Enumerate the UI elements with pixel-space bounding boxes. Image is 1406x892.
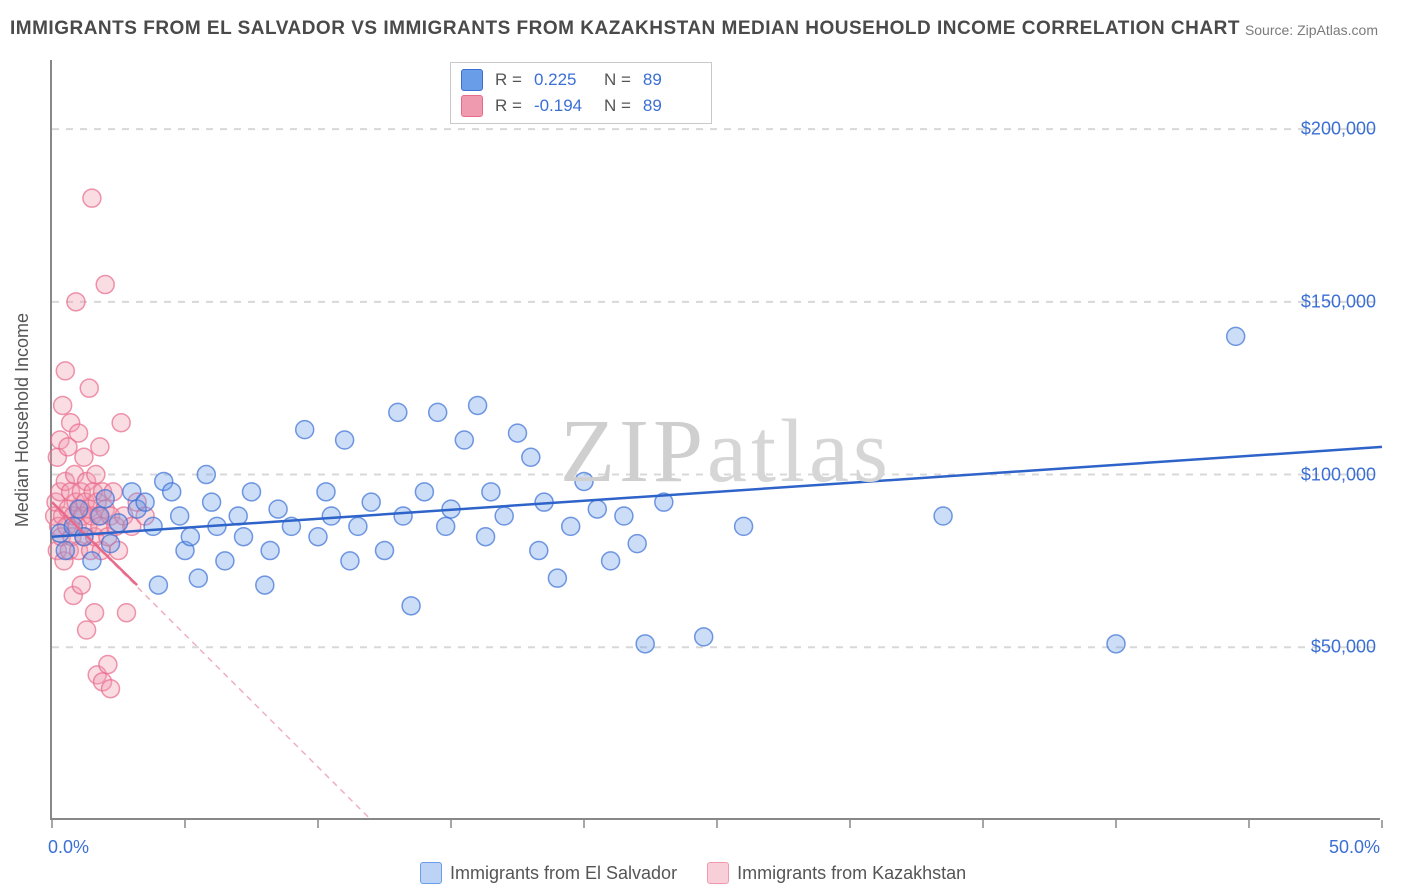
y-axis-label: Median Household Income bbox=[12, 313, 33, 527]
legend-item: Immigrants from Kazakhstan bbox=[707, 862, 966, 884]
legend-stats: R = 0.225 N = 89 R = -0.194 N = 89 bbox=[450, 62, 712, 124]
x-axis-max-label: 50.0% bbox=[1329, 837, 1380, 858]
r-label: R = bbox=[495, 70, 522, 90]
legend-label: Immigrants from Kazakhstan bbox=[737, 863, 966, 884]
legend-stats-row: R = 0.225 N = 89 bbox=[461, 67, 701, 93]
n-value: 89 bbox=[643, 70, 701, 90]
n-value: 89 bbox=[643, 96, 701, 116]
r-value: -0.194 bbox=[534, 96, 592, 116]
chart-svg bbox=[52, 60, 1382, 820]
legend-swatch-icon bbox=[420, 862, 442, 884]
chart-title: IMMIGRANTS FROM EL SALVADOR VS IMMIGRANT… bbox=[10, 18, 1240, 40]
r-label: R = bbox=[495, 96, 522, 116]
y-tick-label: $150,000 bbox=[1301, 291, 1376, 312]
legend-swatch-icon bbox=[461, 95, 483, 117]
legend-item: Immigrants from El Salvador bbox=[420, 862, 677, 884]
source-label: Source: ZipAtlas.com bbox=[1245, 22, 1378, 38]
y-tick-label: $50,000 bbox=[1311, 637, 1376, 658]
legend-swatch-icon bbox=[707, 862, 729, 884]
legend-label: Immigrants from El Salvador bbox=[450, 863, 677, 884]
y-tick-label: $100,000 bbox=[1301, 464, 1376, 485]
n-label: N = bbox=[604, 70, 631, 90]
legend-stats-row: R = -0.194 N = 89 bbox=[461, 93, 701, 119]
legend-series: Immigrants from El Salvador Immigrants f… bbox=[420, 862, 966, 884]
y-tick-label: $200,000 bbox=[1301, 119, 1376, 140]
legend-swatch-icon bbox=[461, 69, 483, 91]
n-label: N = bbox=[604, 96, 631, 116]
r-value: 0.225 bbox=[534, 70, 592, 90]
x-axis-min-label: 0.0% bbox=[48, 837, 89, 858]
plot-area bbox=[50, 60, 1380, 820]
